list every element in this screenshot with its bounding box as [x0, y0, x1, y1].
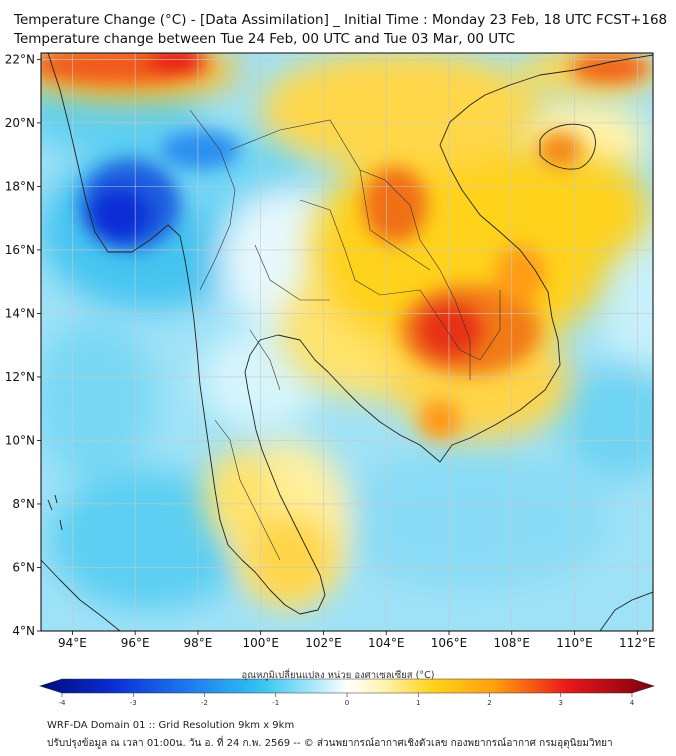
- footer-model-info: WRF-DA Domain 01 :: Grid Resolution 9km …: [47, 720, 295, 731]
- longitude-tick-label: 104°E: [368, 636, 405, 650]
- longitude-tick-label: 110°E: [556, 636, 593, 650]
- colorbar-tick-label: -3: [130, 699, 137, 707]
- colorbar-tick-label: 1: [416, 699, 420, 707]
- latitude-tick-label: 6°N: [12, 560, 35, 574]
- latitude-tick-label: 8°N: [12, 497, 35, 511]
- latitude-tick-label: 22°N: [5, 52, 35, 66]
- longitude-tick-label: 94°E: [58, 636, 87, 650]
- latitude-tick-label: 12°N: [5, 370, 35, 384]
- graticule: [41, 53, 653, 631]
- latitude-tick-label: 16°N: [5, 243, 35, 257]
- longitude-axis: 94°E 96°E 98°E 100°E 102°E 104°E 106°E 108°E 110…: [58, 631, 656, 650]
- longitude-tick-label: 106°E: [431, 636, 468, 650]
- coastlines: [41, 53, 653, 631]
- longitude-tick-label: 102°E: [305, 636, 342, 650]
- colorbar-tick-label: -1: [272, 699, 279, 707]
- latitude-axis: 22°N 20°N 18°N 16°N 14°N 12°N 10°N 8°N 6°N 4°N: [5, 52, 41, 638]
- longitude-tick-label: 96°E: [121, 636, 150, 650]
- footer-credit: ปรับปรุงข้อมูล ณ เวลา 01:00น. วัน อ. ที่…: [47, 738, 613, 749]
- colorbar-tick-label: 4: [630, 699, 635, 707]
- colorbar-tick-label: 2: [487, 699, 491, 707]
- latitude-tick-label: 14°N: [5, 306, 35, 320]
- longitude-tick-label: 98°E: [183, 636, 212, 650]
- latitude-tick-label: 18°N: [5, 179, 35, 193]
- plot-frame: [40, 52, 654, 632]
- colorbar: -4 -3 -2 -1 0 1 2 3 4: [39, 678, 655, 707]
- latitude-tick-label: 10°N: [5, 433, 35, 447]
- colorbar-label: อุณหภูมิเปลี่ยนแปลง หน่วย องศาเซลเซียส (…: [241, 670, 435, 681]
- map-title: Temperature Change (°C) - [Data Assimila…: [14, 12, 668, 28]
- colorbar-tick-label: -4: [59, 699, 67, 707]
- map-subtitle: Temperature change between Tue 24 Feb, 0…: [14, 31, 516, 47]
- longitude-tick-label: 108°E: [494, 636, 531, 650]
- latitude-tick-label: 4°N: [12, 624, 35, 638]
- country-borders: [189, 109, 501, 561]
- colorbar-tick-label: 0: [345, 699, 349, 707]
- colorbar-tick-label: 3: [559, 699, 563, 707]
- longitude-tick-label: 100°E: [242, 636, 279, 650]
- longitude-tick-label: 112°E: [619, 636, 656, 650]
- temperature-field: [41, 53, 653, 631]
- latitude-tick-label: 20°N: [5, 116, 35, 130]
- colorbar-tick-label: -2: [201, 699, 208, 707]
